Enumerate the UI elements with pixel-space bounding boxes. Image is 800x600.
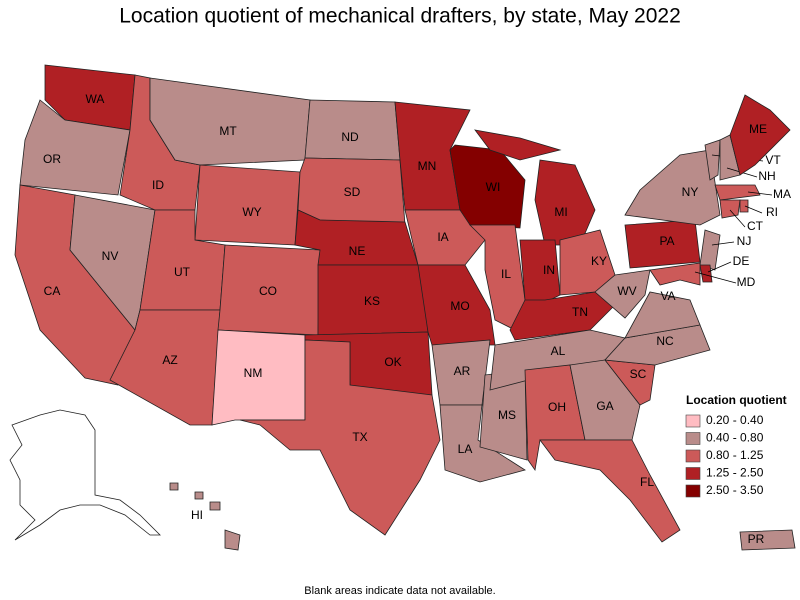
leader-line: [694, 271, 737, 284]
state: [19, 99, 131, 196]
state-label: WY: [242, 205, 261, 219]
state-label: NH: [758, 169, 775, 183]
state: [624, 149, 721, 226]
state-label: AZ: [162, 353, 177, 367]
state-label: AL: [551, 344, 566, 358]
state-label: TX: [352, 430, 367, 444]
state-label: HI: [191, 508, 203, 522]
state: [224, 529, 241, 551]
legend-swatch: [685, 467, 701, 480]
state-label: KS: [364, 294, 380, 308]
alaska: [9, 409, 161, 541]
state: [209, 501, 221, 511]
state: [569, 359, 641, 441]
legend-swatch: [685, 414, 701, 428]
state-label: OK: [384, 355, 401, 369]
leader-line: [729, 209, 746, 228]
state: [594, 269, 651, 319]
legend-label: 0.20 - 0.40: [706, 413, 764, 427]
leader-line: [711, 241, 735, 246]
state-label: OR: [43, 152, 61, 166]
state-label: NV: [102, 249, 119, 263]
state: [604, 324, 711, 366]
state: [534, 159, 596, 246]
state: [714, 184, 761, 201]
legend-label: 2.50 - 3.50: [706, 483, 764, 497]
state: [539, 439, 681, 543]
state: [474, 129, 562, 161]
legend-label: 0.80 - 1.25: [706, 448, 764, 462]
map-title: Location quotient of mechanical drafters…: [119, 5, 681, 28]
state-label: OH: [548, 400, 566, 414]
leader-line: [707, 261, 732, 273]
state-label: MN: [418, 159, 437, 173]
state: [704, 139, 721, 181]
state-label: AR: [454, 364, 471, 378]
legend-swatch: [685, 432, 701, 445]
state-label: NC: [656, 334, 674, 348]
state-label: NM: [244, 366, 263, 380]
state-label: PA: [659, 234, 674, 248]
legend-label: 1.25 - 2.50: [706, 466, 764, 480]
state: [149, 77, 311, 166]
state-label: KY: [591, 254, 607, 268]
legend-swatch: [685, 449, 701, 463]
state-label: MO: [450, 299, 469, 313]
state-label: DE: [733, 254, 750, 268]
state-label: NE: [349, 244, 366, 258]
state: [404, 209, 486, 266]
state-label: CT: [747, 219, 764, 233]
state-label: CA: [44, 284, 61, 298]
state-label: MA: [773, 187, 791, 201]
legend-title: Location quotient: [686, 393, 787, 407]
state: [194, 491, 204, 500]
state: [699, 229, 721, 271]
state-label: IN: [543, 263, 555, 277]
state-label: WI: [486, 180, 501, 194]
state-label: PR: [748, 532, 765, 546]
state: [624, 291, 701, 339]
state-label: ID: [152, 178, 164, 192]
state: [624, 219, 701, 269]
legend-label: 0.40 - 0.80: [706, 431, 764, 445]
state-label: ND: [341, 130, 359, 144]
legend-swatch: [685, 484, 701, 498]
leader-line: [747, 191, 773, 196]
state: [239, 339, 441, 536]
state-label: NJ: [737, 234, 752, 248]
state-label: TN: [572, 305, 588, 319]
state-label: SD: [344, 185, 361, 199]
state-label: WA: [86, 92, 105, 106]
state: [699, 264, 713, 283]
state-label: ME: [749, 122, 767, 136]
state: [469, 224, 526, 331]
state: [719, 199, 741, 219]
state-label: MS: [498, 408, 516, 422]
state-label: UT: [174, 265, 191, 279]
state-label: GA: [596, 399, 613, 413]
state: [649, 262, 701, 286]
state-label: MT: [219, 124, 237, 138]
state-label: SC: [630, 367, 647, 381]
state-label: IL: [501, 267, 511, 281]
state-label: NY: [682, 185, 699, 199]
state-label: FL: [640, 475, 654, 489]
state-label: VT: [765, 153, 781, 167]
state: [169, 482, 179, 491]
state-label: MD: [737, 275, 756, 289]
state: [739, 199, 749, 213]
state-label: LA: [458, 442, 473, 456]
state-label: IA: [437, 230, 448, 244]
leader-line: [744, 205, 763, 214]
state-label: MI: [554, 205, 567, 219]
state: [739, 529, 796, 551]
state-label: VA: [660, 289, 675, 303]
state: [729, 94, 791, 176]
state-label: CO: [259, 284, 277, 298]
footnote: Blank areas indicate data not available.: [304, 585, 495, 597]
state-label: WV: [617, 284, 636, 298]
state-label: RI: [766, 205, 778, 219]
